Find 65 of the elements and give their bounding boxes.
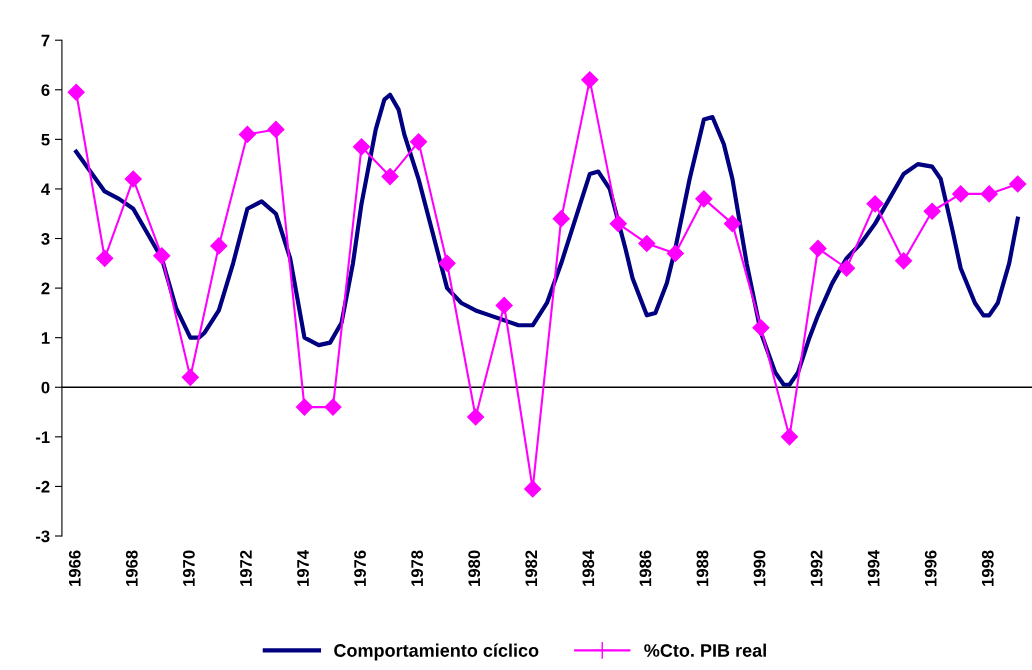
x-tick-label: 1976 (354, 550, 366, 586)
point (495, 296, 513, 315)
point (467, 408, 485, 426)
point (723, 215, 741, 233)
point (381, 167, 399, 186)
x-tick-label: 1968 (125, 550, 138, 586)
legend-label: %Cto. PIB real (644, 643, 766, 657)
point (67, 83, 85, 101)
point (153, 247, 171, 265)
point (267, 120, 285, 138)
x-tick-label: 1972 (240, 550, 252, 586)
x-tick-label: 1984 (582, 549, 595, 586)
y-tick-label: 0 (41, 381, 50, 394)
point (410, 133, 428, 151)
y-tick-label: 7 (41, 34, 50, 47)
point (923, 202, 941, 220)
x-tick-label: 1966 (68, 550, 81, 586)
y-tick-label: -1 (35, 431, 50, 443)
point (210, 237, 228, 255)
x-tick-label: 1982 (525, 550, 538, 586)
point (524, 480, 542, 498)
point (96, 249, 114, 267)
x-tick-label: 1988 (696, 550, 709, 586)
x-tick-label: 1980 (468, 550, 481, 586)
y-tick-label: 5 (41, 133, 50, 146)
point (837, 259, 856, 277)
x-tick-label: 1974 (297, 549, 309, 586)
point (552, 210, 570, 228)
point (809, 239, 827, 257)
x-tick-label: 1970 (182, 550, 195, 586)
y-tick-label: 4 (41, 183, 51, 195)
point (952, 185, 970, 203)
x-tick-label: 1994 (867, 549, 880, 586)
x-tick-label: 1996 (924, 550, 937, 586)
y-tick-label: 3 (41, 232, 50, 245)
point (352, 138, 371, 156)
legend-label: Comportamiento cíclico (334, 643, 539, 661)
point (666, 244, 684, 262)
x-tick-label: 1998 (981, 550, 994, 586)
point (866, 195, 884, 213)
x-tick-label: 1992 (810, 550, 823, 586)
point (1009, 175, 1027, 193)
x-tick-label: 1990 (753, 550, 766, 586)
point (638, 234, 656, 253)
point (780, 428, 799, 446)
point (752, 319, 770, 337)
point (609, 215, 627, 233)
point (581, 71, 599, 89)
y-tick-label: 6 (41, 84, 50, 96)
point (124, 170, 142, 188)
point (295, 398, 313, 416)
point (695, 190, 713, 208)
y-tick-label: 2 (41, 282, 50, 295)
line-series (74, 92, 1020, 387)
point (238, 125, 256, 143)
point (438, 254, 456, 272)
point (980, 185, 998, 203)
y-tick-label: -2 (35, 480, 50, 493)
x-tick-label: 1986 (639, 550, 652, 586)
y-tick-label: 1 (41, 332, 50, 344)
y-tick-label: -3 (35, 530, 50, 543)
point (181, 368, 199, 386)
point (895, 252, 913, 270)
point (324, 398, 342, 416)
x-tick-label: 1978 (411, 550, 424, 586)
